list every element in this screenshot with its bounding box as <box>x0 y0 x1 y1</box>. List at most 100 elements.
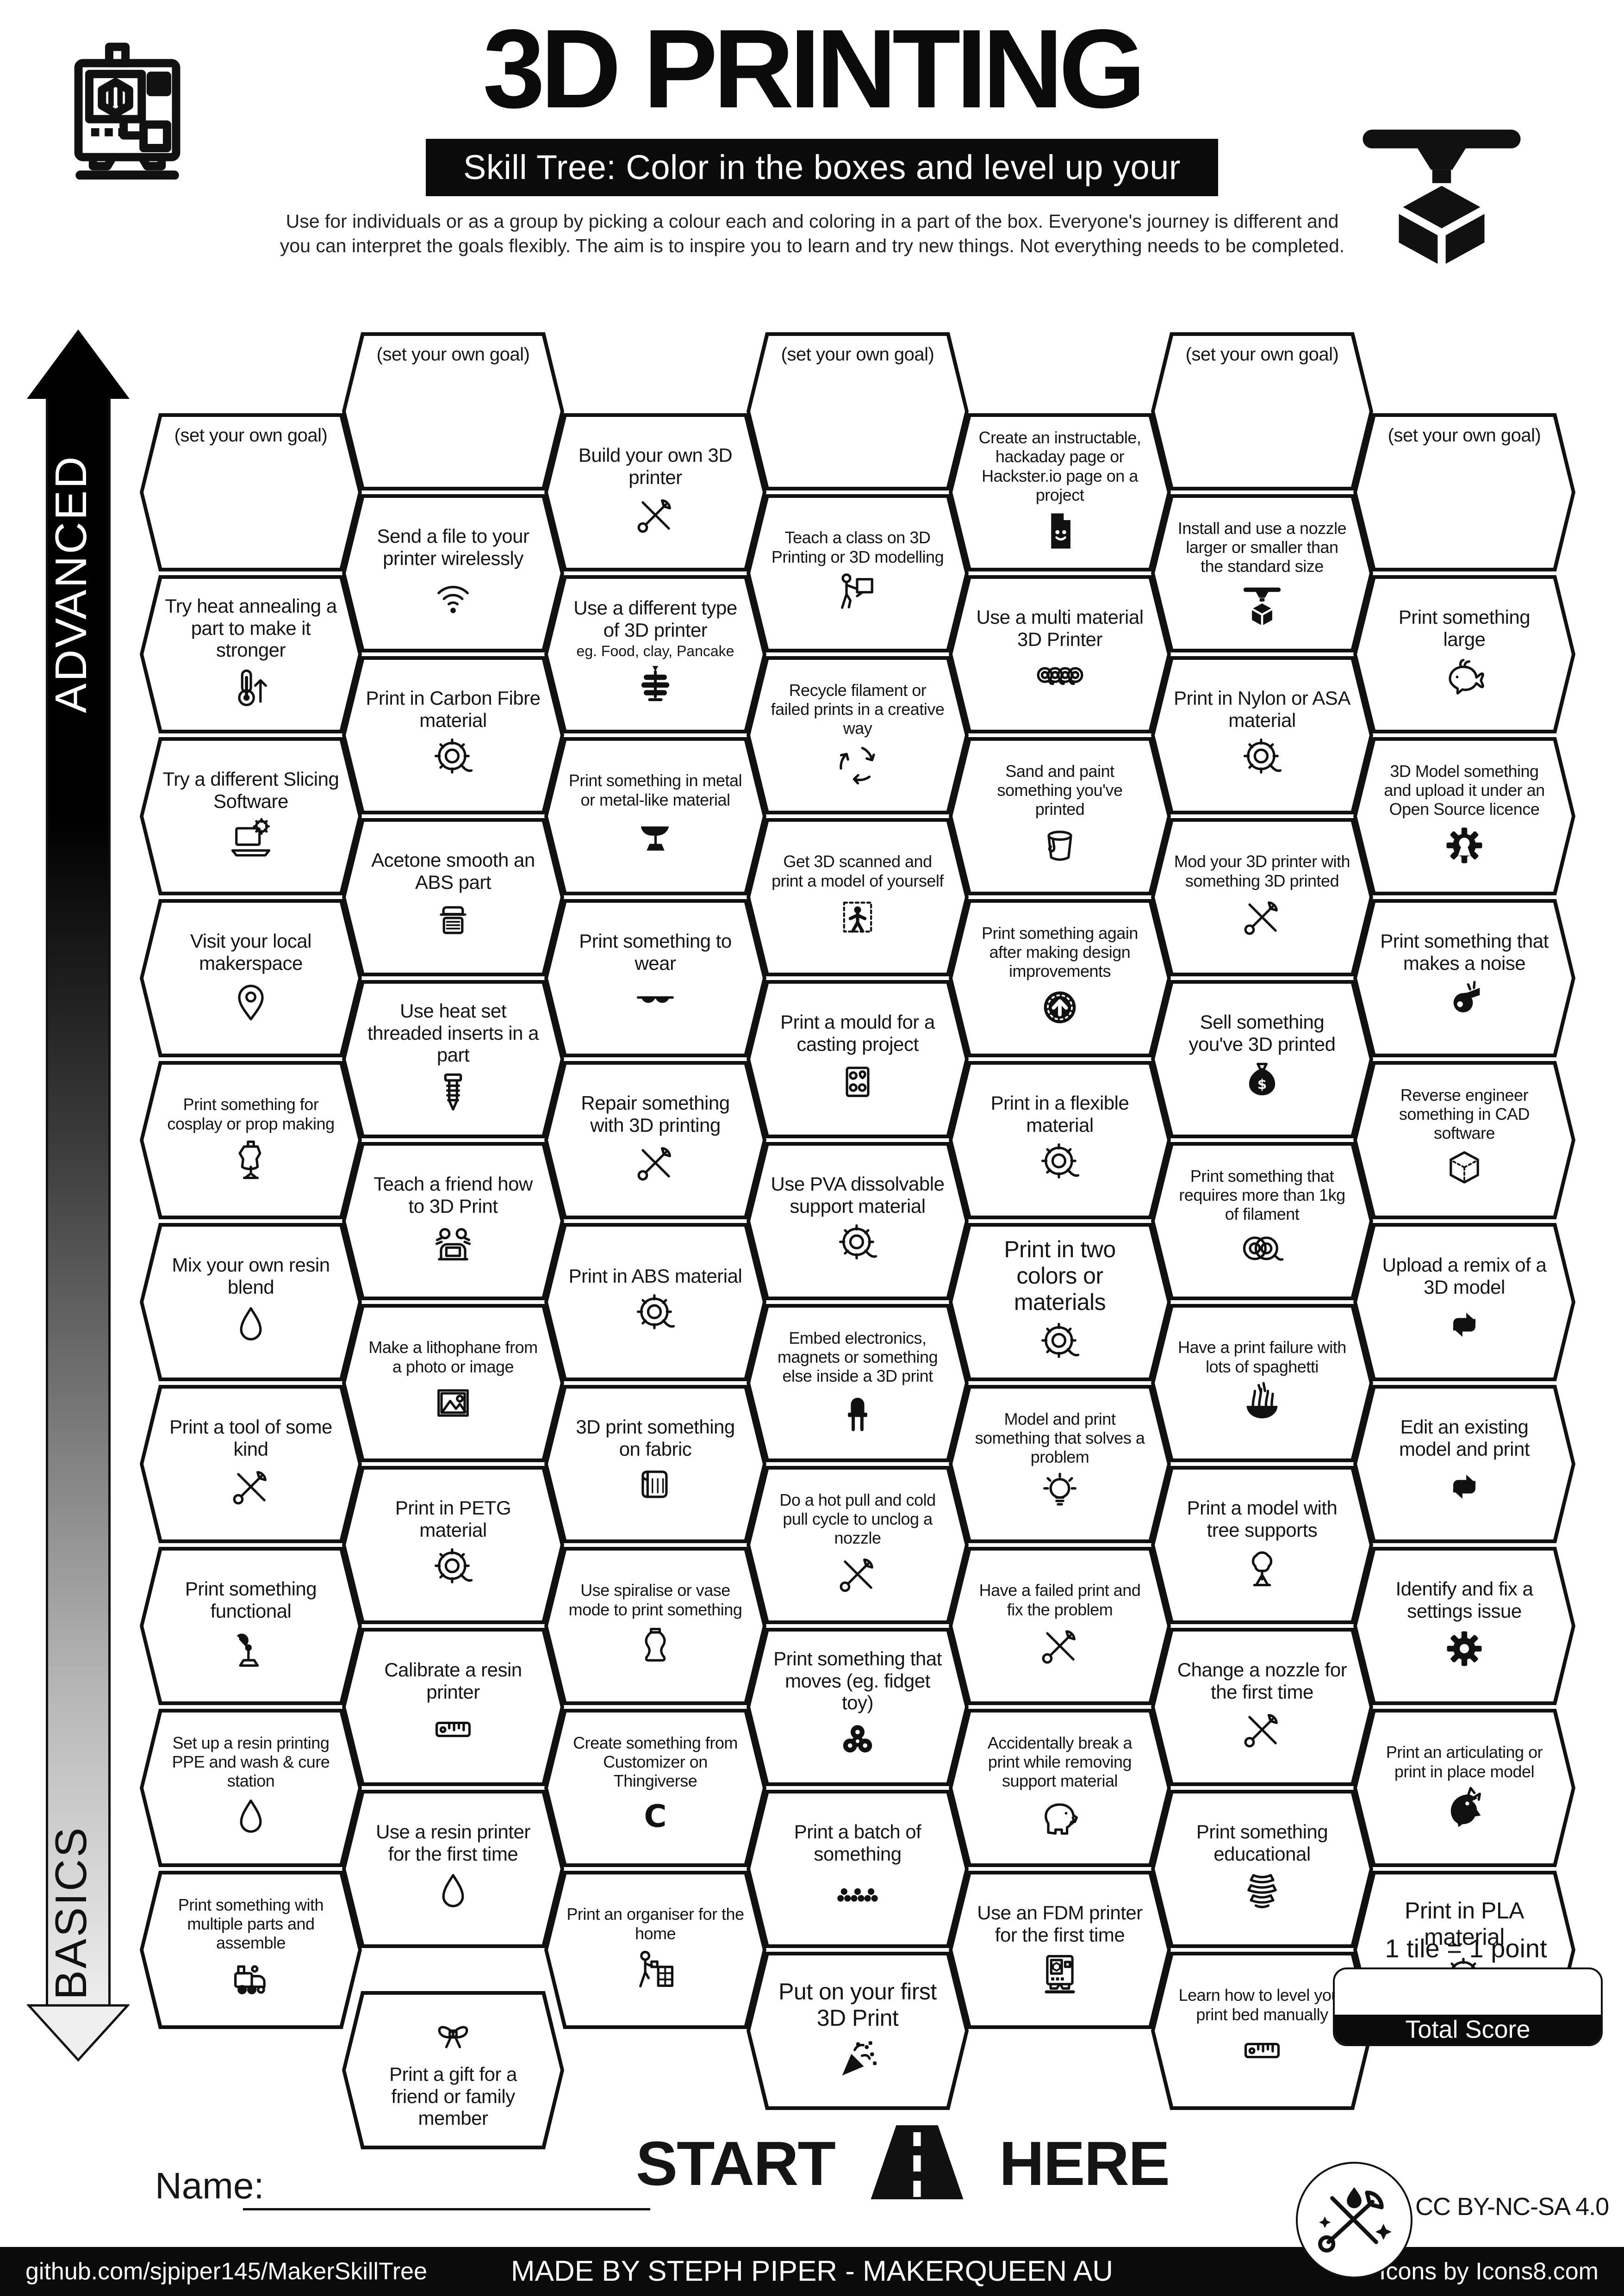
name-input-line[interactable] <box>243 2208 650 2210</box>
skill-hex[interactable]: Set up a resin printing PPE and wash & c… <box>140 1709 362 1867</box>
page-title: 3D PRINTING <box>483 6 1146 131</box>
hex-fill <box>1357 1227 1572 1378</box>
skill-hex[interactable]: Print in two colors or materials <box>949 1223 1171 1381</box>
skill-hex[interactable]: Reverse engineer something in CAD softwa… <box>1353 1061 1575 1219</box>
train-icon <box>227 1956 275 2004</box>
tree-icon <box>1238 1545 1286 1593</box>
skill-hex[interactable]: Use PVA dissolvable support material <box>747 1142 969 1300</box>
skill-label: Print something to wear <box>579 930 732 974</box>
skill-hex[interactable]: Print something educational <box>1151 1790 1373 1948</box>
skill-hex[interactable]: Use a multi material 3D Printer <box>949 575 1171 733</box>
pin-icon <box>227 978 275 1026</box>
skill-hex[interactable]: Install and use a nozzle larger or small… <box>1151 494 1373 652</box>
skill-hex[interactable]: Use a resin printer for the first time <box>342 1790 564 1948</box>
skill-hex[interactable]: Print in PETG material <box>342 1466 564 1624</box>
mannequin-icon <box>227 1137 275 1185</box>
skill-hex[interactable]: Create an instructable, hackaday page or… <box>949 413 1171 571</box>
skill-hex[interactable]: Have a print failure with lots of spaghe… <box>1151 1304 1373 1462</box>
skill-hex[interactable]: Sell something you've 3D printed $ <box>1151 980 1373 1138</box>
skill-label: Print something for cosplay or prop maki… <box>167 1095 335 1133</box>
skill-hex[interactable]: Embed electronics, magnets or something … <box>747 1304 969 1462</box>
hex-fill <box>750 336 965 487</box>
skill-hex[interactable]: Create something from Customizer on Thin… <box>544 1709 766 1867</box>
skill-hex[interactable]: Print in Carbon Fibre material <box>342 656 564 814</box>
skill-hex-goal[interactable]: (set your own goal) <box>1353 413 1575 571</box>
skill-hex[interactable]: Get 3D scanned and print a model of your… <box>747 818 969 976</box>
skill-hex-goal[interactable]: (set your own goal) <box>140 413 362 571</box>
footer-icons-credit[interactable]: Icons by Icons8.com <box>1379 2258 1599 2285</box>
skill-hex[interactable]: Build your own 3D printer <box>544 413 766 571</box>
skill-hex[interactable]: Edit an existing model and print <box>1353 1385 1575 1543</box>
skill-hex[interactable]: Print something that moves (eg. fidget t… <box>747 1628 969 1786</box>
skill-hex[interactable]: Print something large <box>1353 575 1575 733</box>
hex-fill <box>346 498 560 649</box>
skill-hex[interactable]: Make a lithophane from a photo or image <box>342 1304 564 1462</box>
tools-icon <box>1036 1623 1084 1671</box>
skill-hex[interactable]: Print in Nylon or ASA material <box>1151 656 1373 814</box>
skill-hex[interactable]: Do a hot pull and cold pull cycle to unc… <box>747 1466 969 1624</box>
skill-hex[interactable]: Identify and fix a settings issue <box>1353 1547 1575 1705</box>
skill-hex[interactable]: 3D Model something and upload it under a… <box>1353 737 1575 895</box>
spool4-icon <box>1036 654 1084 702</box>
skill-label: Put on your first 3D Print <box>778 1978 937 2031</box>
skill-hex[interactable]: Print a model with tree supports <box>1151 1466 1373 1624</box>
skill-hex[interactable]: Print something again after making desig… <box>949 899 1171 1057</box>
skill-hex[interactable]: Print a batch of something <box>747 1790 969 1948</box>
total-score-box[interactable]: Total Score <box>1333 1967 1603 2046</box>
skill-hex[interactable]: Acetone smooth an ABS part <box>342 818 564 976</box>
skill-hex-goal[interactable]: (set your own goal) <box>342 332 564 490</box>
hex-fill <box>548 1227 763 1378</box>
skill-hex[interactable]: Change a nozzle for the first time <box>1151 1628 1373 1786</box>
skill-hex[interactable]: Calibrate a resin printer <box>342 1628 564 1786</box>
skill-hex[interactable]: 3D print something on fabric <box>544 1385 766 1543</box>
skill-hex[interactable]: Use heat set threaded inserts in a part <box>342 980 564 1138</box>
skill-hex[interactable]: Print something functional <box>140 1547 362 1705</box>
skill-label: Try a different Slicing Software <box>162 768 339 812</box>
skill-hex[interactable]: Try a different Slicing Software <box>140 737 362 895</box>
skill-hex[interactable]: Use spiralise or vase mode to print some… <box>544 1547 766 1705</box>
skill-hex[interactable]: Send a file to your printer wirelessly <box>342 494 564 652</box>
skill-hex[interactable]: Use a different type of 3D printer eg. Fo… <box>544 575 766 733</box>
anvil-icon <box>631 813 679 862</box>
skill-hex[interactable]: Teach a friend how to 3D Print <box>342 1142 564 1300</box>
hex-fill <box>952 1551 1167 1701</box>
skill-hex[interactable]: Print a mould for a casting project <box>747 980 969 1138</box>
ruler-icon <box>1238 2028 1286 2076</box>
skill-hex-goal[interactable]: (set your own goal) <box>1151 332 1373 490</box>
skill-hex[interactable]: Have a failed print and fix the problem <box>949 1547 1171 1705</box>
skill-hex[interactable]: Print in a flexible material <box>949 1061 1171 1219</box>
skill-hex[interactable]: Print an articulating or print in place … <box>1353 1709 1575 1867</box>
skill-hex[interactable]: Print something to wear <box>544 899 766 1057</box>
skill-hex[interactable]: Sand and paint something you've printed <box>949 737 1171 895</box>
skill-hex[interactable]: Print something in metal or metal-like m… <box>544 737 766 895</box>
hex-fill <box>750 1470 965 1620</box>
skill-label: Recycle filament or failed prints in a c… <box>771 680 945 738</box>
skill-hex[interactable]: Print something for cosplay or prop maki… <box>140 1061 362 1219</box>
skill-hex[interactable]: Recycle filament or failed prints in a c… <box>747 656 969 814</box>
skill-hex[interactable]: Put on your first 3D Print <box>747 1952 969 2110</box>
skill-hex[interactable]: Repair something with 3D printing <box>544 1061 766 1219</box>
hex-fill <box>346 822 560 973</box>
skill-hex[interactable]: Accidentally break a print while removin… <box>949 1709 1171 1867</box>
skill-hex[interactable]: Print an organiser for the home <box>544 1871 766 2029</box>
skill-hex[interactable]: Try heat annealing a part to make it str… <box>140 575 362 733</box>
skill-hex[interactable]: Print something that requires more than … <box>1151 1142 1373 1300</box>
skill-label: (set your own goal) <box>1185 344 1339 365</box>
skill-hex[interactable]: Teach a class on 3D Printing or 3D model… <box>747 494 969 652</box>
skill-hex[interactable]: Print a gift for a friend or family memb… <box>342 1991 564 2149</box>
skill-hex[interactable]: Use an FDM printer for the first time <box>949 1871 1171 2029</box>
footer-repo-link[interactable]: github.com/sjpiper145/MakerSkillTree <box>25 2258 428 2285</box>
skill-hex[interactable]: Mod your 3D printer with something 3D pr… <box>1151 818 1373 976</box>
skill-hex[interactable]: Print a tool of some kind <box>140 1385 362 1543</box>
skill-hex[interactable]: Print in ABS material <box>544 1223 766 1381</box>
skill-hex[interactable]: Visit your local makerspace <box>140 899 362 1057</box>
skill-hex[interactable]: Mix your own resin blend <box>140 1223 362 1381</box>
skill-label: Have a failed print and fix the problem <box>979 1581 1141 1619</box>
skill-hex[interactable]: Model and print something that solves a … <box>949 1385 1171 1543</box>
skill-label: Calibrate a resin printer <box>384 1658 522 1703</box>
skill-hex-goal[interactable]: (set your own goal) <box>747 332 969 490</box>
skill-hex[interactable]: Print something with multiple parts and … <box>140 1871 362 2029</box>
spool-icon <box>429 735 477 783</box>
skill-hex[interactable]: Print something that makes a noise <box>1353 899 1575 1057</box>
skill-hex[interactable]: Upload a remix of a 3D model <box>1353 1223 1575 1381</box>
